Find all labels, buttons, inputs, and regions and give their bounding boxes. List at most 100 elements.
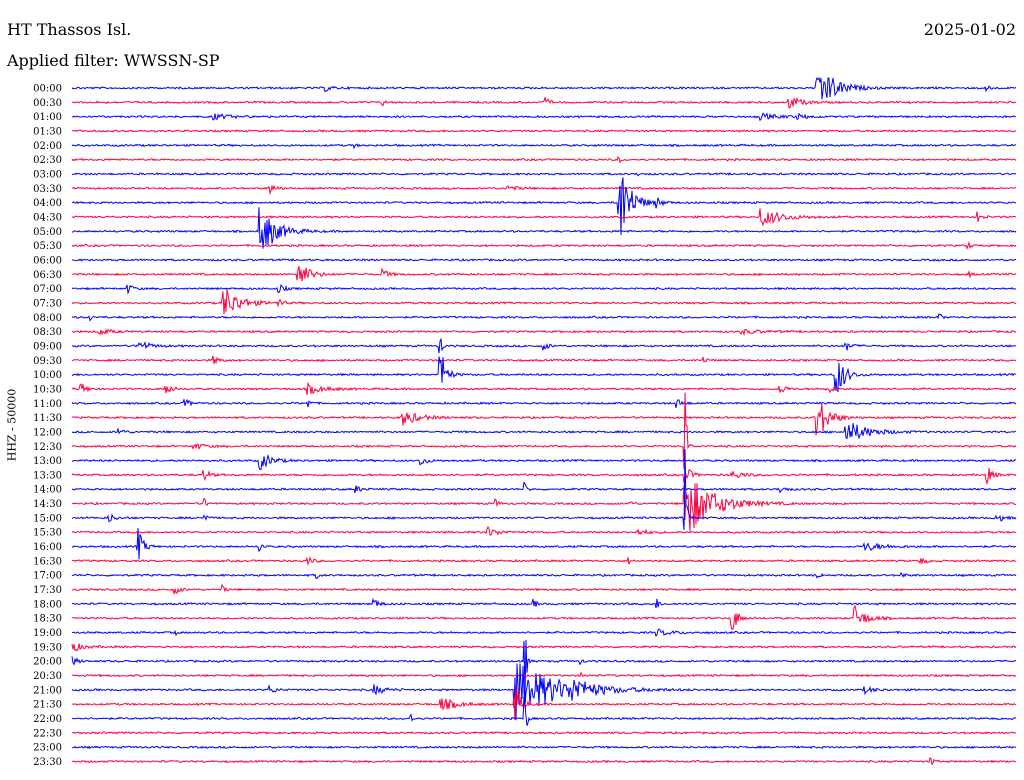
trace-0530 — [71, 240, 1017, 250]
trace-0400 — [71, 177, 1017, 236]
time-label-1100: 11:00 — [33, 399, 62, 410]
trace-0630 — [71, 266, 1017, 282]
time-label-1300: 13:00 — [33, 456, 62, 467]
time-label-2100: 21:00 — [33, 685, 62, 696]
time-label-1600: 16:00 — [33, 542, 62, 553]
trace-0300 — [71, 171, 1017, 177]
time-label-1700: 17:00 — [33, 571, 62, 582]
time-label-1530: 15:30 — [33, 528, 62, 539]
trace-0600 — [71, 257, 1017, 262]
time-label-0830: 08:30 — [33, 327, 62, 338]
trace-2130 — [71, 686, 1017, 721]
trace-0800 — [71, 313, 1017, 322]
trace-1400 — [71, 481, 1017, 494]
time-label-1500: 15:00 — [33, 513, 62, 524]
time-label-0230: 02:30 — [33, 155, 62, 166]
time-label-0000: 00:00 — [33, 84, 62, 95]
trace-0000 — [71, 76, 1017, 100]
trace-1030 — [71, 381, 1017, 395]
trace-2230 — [71, 730, 1017, 735]
time-label-1730: 17:30 — [33, 585, 62, 596]
time-label-1200: 12:00 — [33, 427, 62, 438]
trace-1000 — [71, 356, 1017, 393]
time-label-0730: 07:30 — [33, 298, 62, 309]
trace-0030 — [71, 96, 1017, 109]
time-label-1900: 19:00 — [33, 628, 62, 639]
time-label-2230: 22:30 — [33, 728, 62, 739]
time-label-0900: 09:00 — [33, 341, 62, 352]
filter-label: Applied filter: WWSSN-SP — [7, 51, 220, 70]
trace-2030 — [71, 671, 1017, 678]
time-label-0800: 08:00 — [33, 313, 62, 324]
trace-0130 — [71, 129, 1017, 133]
time-label-1130: 11:30 — [33, 413, 62, 424]
trace-1730 — [71, 583, 1017, 595]
time-label-2030: 20:30 — [33, 671, 62, 682]
trace-2100 — [71, 663, 1017, 720]
trace-0900 — [71, 337, 1017, 354]
trace-1100 — [71, 398, 1017, 409]
trace-2200 — [71, 696, 1017, 726]
time-label-0430: 04:30 — [33, 212, 62, 223]
date-label: 2025-01-02 — [923, 20, 1016, 39]
time-label-2300: 23:00 — [33, 743, 62, 754]
time-label-1230: 12:30 — [33, 442, 62, 453]
time-label-1630: 16:30 — [33, 556, 62, 567]
time-label-1330: 13:30 — [33, 470, 62, 481]
trace-1300 — [72, 453, 1017, 471]
time-label-0330: 03:30 — [33, 184, 62, 195]
trace-0200 — [71, 143, 1017, 150]
trace-1700 — [72, 571, 1017, 580]
trace-1500 — [71, 448, 1017, 530]
time-label-1030: 10:30 — [33, 384, 62, 395]
time-label-0300: 03:00 — [33, 169, 62, 180]
time-label-2000: 20:00 — [33, 657, 62, 668]
time-label-1830: 18:30 — [33, 614, 62, 625]
trace-1930 — [71, 643, 1017, 652]
trace-0730 — [71, 289, 1017, 315]
trace-1900 — [71, 628, 1017, 638]
trace-1800 — [71, 597, 1017, 609]
trace-0230 — [71, 156, 1017, 164]
trace-1600 — [71, 528, 1017, 560]
time-label-0100: 01:00 — [33, 112, 62, 123]
time-label-2200: 22:00 — [33, 714, 62, 725]
trace-1230 — [71, 392, 1017, 470]
time-label-0030: 00:30 — [33, 98, 62, 109]
trace-1830 — [71, 604, 1017, 631]
time-label-0130: 01:30 — [33, 126, 62, 137]
trace-1130 — [71, 404, 1017, 436]
trace-2330 — [71, 756, 1016, 766]
station-title: HT Thassos Isl. — [7, 20, 132, 39]
trace-0500 — [72, 207, 1017, 249]
time-label-0600: 06:00 — [33, 255, 62, 266]
trace-0930 — [71, 355, 1017, 365]
time-label-0500: 05:00 — [33, 227, 62, 238]
time-label-0200: 02:00 — [33, 141, 62, 152]
trace-1200 — [71, 423, 1017, 440]
trace-1530 — [71, 525, 1017, 536]
time-label-0400: 04:00 — [33, 198, 62, 209]
time-label-2130: 21:30 — [33, 700, 62, 711]
trace-1430 — [71, 483, 1017, 532]
trace-2000 — [71, 639, 1017, 698]
trace-0430 — [71, 208, 1017, 227]
time-label-0700: 07:00 — [33, 284, 62, 295]
time-label-0930: 09:30 — [33, 356, 62, 367]
trace-1330 — [71, 467, 1017, 486]
time-label-1930: 19:30 — [33, 642, 62, 653]
time-label-0630: 06:30 — [33, 270, 62, 281]
time-label-0530: 05:30 — [33, 241, 62, 252]
trace-1630 — [71, 556, 1017, 566]
time-label-1800: 18:00 — [33, 599, 62, 610]
trace-0330 — [71, 184, 1017, 196]
trace-0830 — [71, 328, 1017, 337]
time-label-2330: 23:30 — [33, 757, 62, 768]
time-label-1000: 10:00 — [33, 370, 62, 381]
time-label-1400: 14:00 — [33, 485, 62, 496]
trace-0700 — [71, 283, 1017, 295]
time-label-1430: 14:30 — [33, 499, 62, 510]
trace-0100 — [71, 112, 1017, 122]
trace-2300 — [71, 745, 1017, 750]
